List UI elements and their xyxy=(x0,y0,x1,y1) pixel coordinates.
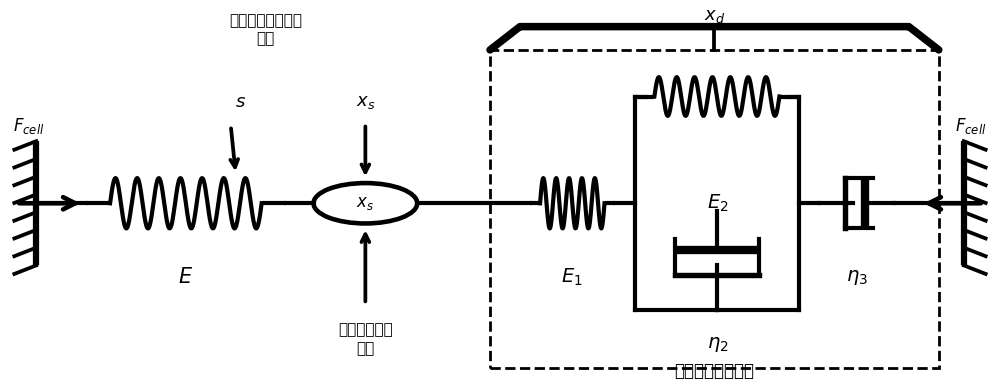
Text: $x_d$: $x_d$ xyxy=(704,7,725,25)
Text: $\eta_3$: $\eta_3$ xyxy=(846,267,868,287)
Text: 电池静态厚度
部分: 电池静态厚度 部分 xyxy=(338,322,393,357)
Text: 电池支撑装置等效
弹簧: 电池支撑装置等效 弹簧 xyxy=(229,13,302,47)
Text: $x_s$: $x_s$ xyxy=(356,93,375,111)
Text: $x_s$: $x_s$ xyxy=(356,194,374,212)
Text: $\eta_2$: $\eta_2$ xyxy=(707,335,728,355)
Text: $s$: $s$ xyxy=(235,93,246,111)
Text: $F_{cell}$: $F_{cell}$ xyxy=(955,116,987,136)
Text: $E$: $E$ xyxy=(178,267,193,287)
Text: 电池动态厚度部分: 电池动态厚度部分 xyxy=(674,362,754,380)
Text: $F_{cell}$: $F_{cell}$ xyxy=(13,116,45,136)
Text: $E_1$: $E_1$ xyxy=(561,266,583,288)
Text: $E_2$: $E_2$ xyxy=(707,193,728,214)
Bar xyxy=(490,50,939,368)
